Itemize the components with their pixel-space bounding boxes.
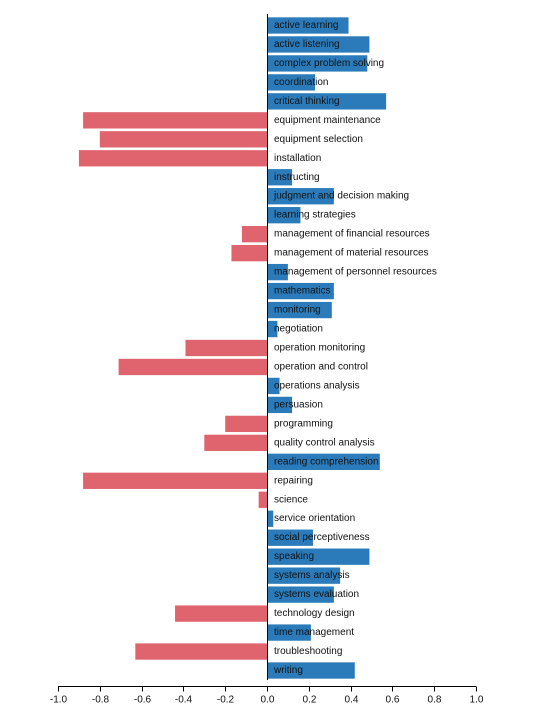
x-tick-label: 0.0 [261, 695, 275, 706]
bar-systems-evaluation [267, 586, 334, 603]
category-labels-group: active learning active listening complex p… [273, 20, 437, 676]
bar-science [258, 491, 267, 508]
category-label-writing: writing [273, 665, 303, 676]
category-label-active-listening: active listening [274, 39, 340, 50]
x-tick-label: -0.2 [217, 695, 235, 706]
category-label-monitoring: monitoring [274, 305, 321, 316]
bar-social-perceptiveness [267, 529, 313, 546]
category-label-social-perceptiveness: social perceptiveness [274, 532, 370, 543]
category-label-management-of-personnel-resources: management of personnel resources [274, 267, 437, 278]
bar-systems-analysis [267, 567, 341, 584]
bar-judgment-and-decision-making [267, 188, 334, 205]
bar-complex-problem-solving [267, 55, 368, 72]
x-tick-label: 0.6 [386, 695, 400, 706]
x-tick-label: 0.2 [303, 695, 317, 706]
category-label-systems-analysis: systems analysis [274, 570, 350, 581]
category-label-judgment-and-decision-making: judgment and decision making [273, 191, 409, 202]
x-tick-label: -0.4 [175, 695, 193, 706]
category-label-persuasion: persuasion [274, 399, 323, 410]
bar-coordination [267, 74, 316, 91]
category-label-complex-problem-solving: complex problem solving [274, 58, 384, 69]
category-label-mathematics: mathematics [274, 286, 331, 297]
bar-repairing [83, 472, 267, 489]
category-label-critical-thinking: critical thinking [274, 96, 340, 107]
category-label-instructing: instructing [274, 172, 320, 183]
category-label-management-of-financial-resources: management of financial resources [274, 229, 430, 240]
category-label-installation: installation [274, 153, 321, 164]
category-label-equipment-maintenance: equipment maintenance [274, 115, 381, 126]
x-axis: -1.0 -0.8 -0.6 -0.4 -0.2 0.0 0.2 0.4 0.6 0.8 1.0 [50, 686, 484, 706]
bar-persuasion [267, 396, 293, 414]
bar-service-orientation [267, 510, 274, 527]
bar-management-of-material-resources [231, 244, 267, 262]
category-label-negotiation: negotiation [274, 324, 323, 335]
bar-programming [225, 415, 267, 433]
bar-negotiation [267, 320, 278, 338]
bar-troubleshooting [135, 643, 267, 660]
bar-writing [267, 662, 355, 679]
bar-reading-comprehension [267, 453, 380, 470]
bar-equipment-maintenance [83, 112, 267, 129]
category-label-programming: programming [274, 418, 333, 429]
bars-group [78, 17, 387, 679]
category-label-operation-monitoring: operation monitoring [274, 343, 365, 354]
bar-active-listening [267, 36, 370, 53]
category-label-coordination: coordination [274, 77, 328, 88]
x-tick-label: -0.6 [134, 695, 152, 706]
bar-quality-control-analysis [204, 434, 267, 452]
x-tick-label: 0.4 [345, 695, 359, 706]
bar-active-learning [267, 17, 349, 34]
category-label-repairing: repairing [274, 475, 313, 486]
bar-management-of-personnel-resources [267, 263, 288, 281]
category-label-learning-strategies: learning strategies [274, 210, 356, 221]
bar-operation-and-control [118, 358, 267, 376]
x-tick-label: -0.8 [92, 695, 110, 706]
category-label-active-learning: active learning [274, 20, 338, 31]
x-tick-label: 0.8 [428, 695, 442, 706]
category-label-speaking: speaking [274, 551, 314, 562]
category-label-quality-control-analysis: quality control analysis [274, 437, 375, 448]
bar-monitoring [267, 301, 332, 319]
bar-time-management [267, 624, 311, 641]
category-label-time-management: time management [274, 627, 354, 638]
bar-instructing [267, 169, 293, 186]
category-label-systems-evaluation: systems evaluation [274, 589, 359, 600]
bar-equipment-selection [99, 131, 267, 148]
bar-management-of-financial-resources [241, 226, 267, 243]
category-label-service-orientation: service orientation [274, 513, 355, 524]
bar-speaking [267, 548, 370, 565]
bar-installation [78, 150, 268, 167]
bar-critical-thinking [267, 93, 387, 110]
category-label-equipment-selection: equipment selection [274, 134, 363, 145]
category-label-reading-comprehension: reading comprehension [274, 456, 379, 467]
bar-operations-analysis [267, 377, 280, 395]
category-label-management-of-material-resources: management of material resources [274, 248, 429, 259]
bar-learning-strategies [267, 207, 301, 224]
category-label-operations-analysis: operations analysis [274, 380, 360, 391]
x-tick-label: -1.0 [50, 695, 68, 706]
category-label-troubleshooting: troubleshooting [274, 646, 342, 657]
bar-operation-monitoring [185, 339, 267, 357]
category-label-technology-design: technology design [274, 608, 355, 619]
x-tick-label: 1.0 [470, 695, 484, 706]
bar-mathematics [267, 282, 334, 300]
category-label-science: science [274, 494, 308, 505]
bar-technology-design [175, 605, 267, 622]
category-label-operation-and-control: operation and control [274, 361, 368, 372]
